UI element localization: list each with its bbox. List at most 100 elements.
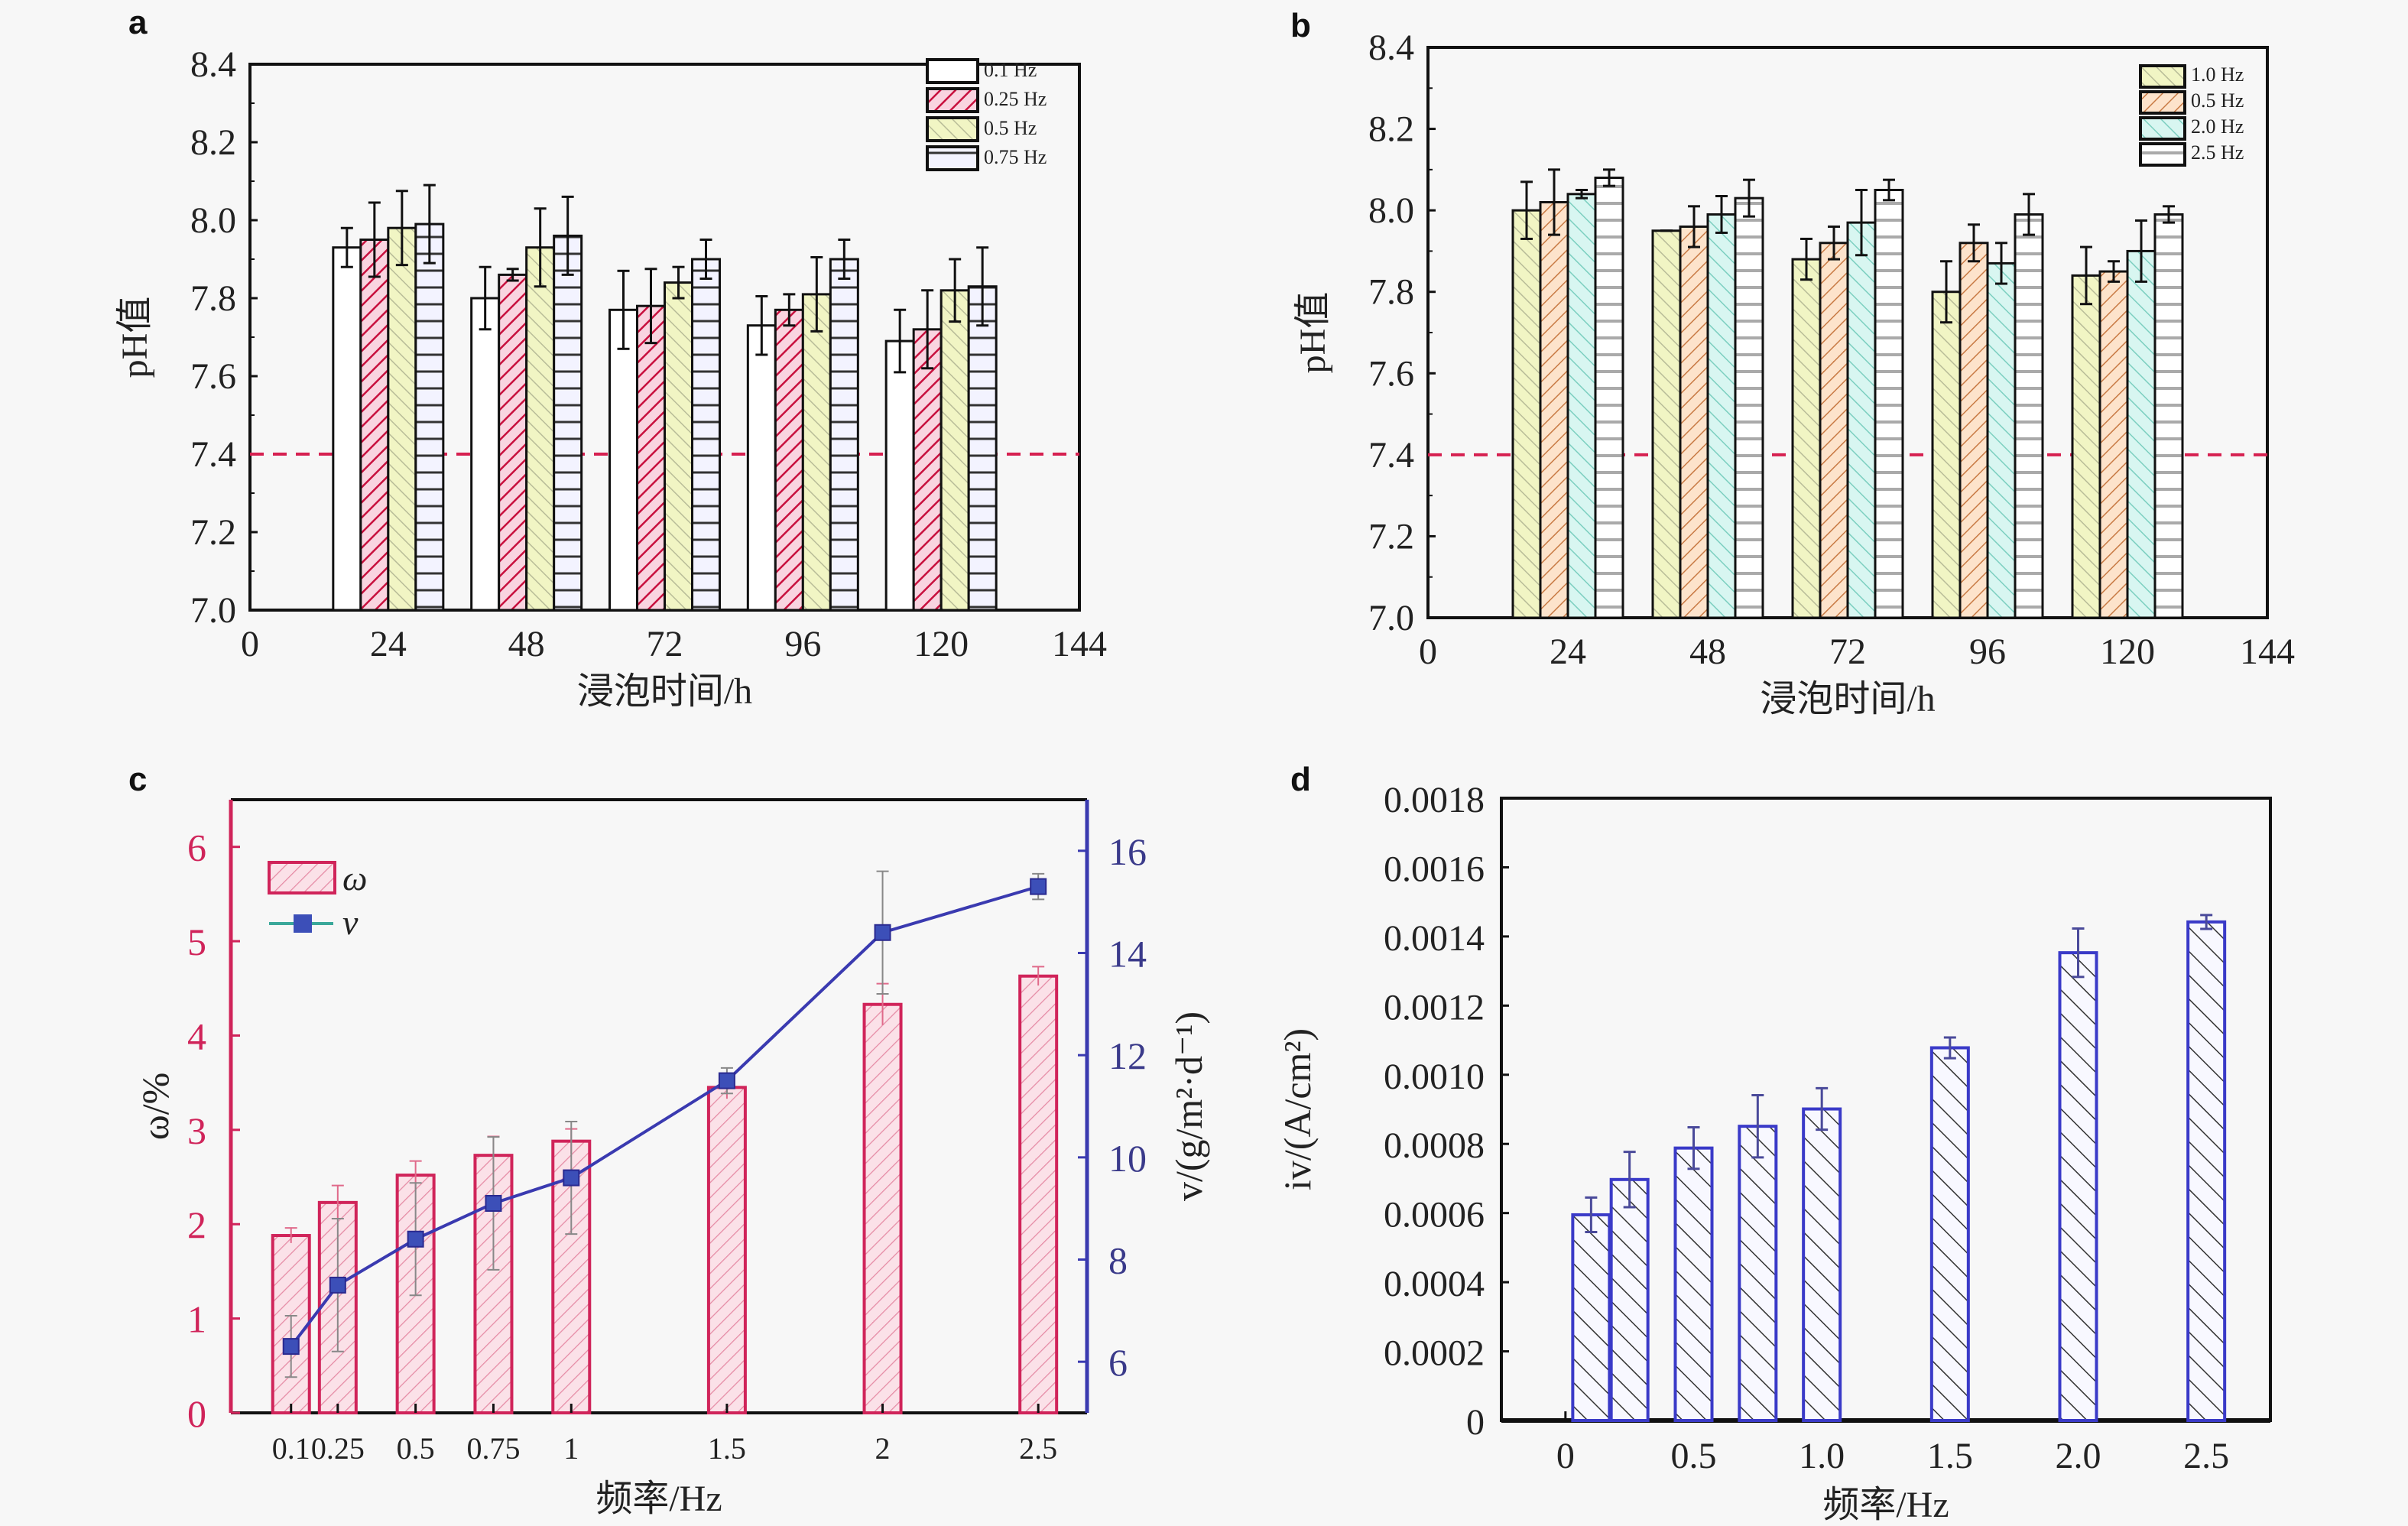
legend-label: 2.0 Hz bbox=[2191, 115, 2244, 138]
x-tick-label: 48 bbox=[1689, 632, 1726, 672]
x-tick-label: 0.5 bbox=[1671, 1436, 1717, 1476]
legend-swatch bbox=[2139, 90, 2186, 115]
legend-swatch bbox=[926, 58, 979, 84]
y-tick-label: 8.0 bbox=[190, 200, 236, 241]
x-tick-label: 2 bbox=[875, 1431, 891, 1466]
y-tick-label: 0.0012 bbox=[1384, 987, 1485, 1028]
y2-axis-title: v/(g/m²·d⁻¹) bbox=[1167, 1011, 1210, 1201]
marker-v-0.5 bbox=[407, 1230, 424, 1248]
x-tick-label: 144 bbox=[2240, 632, 2295, 672]
bar-2.0-hz-48h bbox=[1706, 213, 1737, 619]
y-tick-label: 4 bbox=[187, 1015, 206, 1057]
bar-0.25-hz-48h bbox=[498, 273, 528, 612]
line-v bbox=[290, 885, 1039, 1348]
x-tick-label: 1.0 bbox=[1799, 1436, 1845, 1476]
legend-swatch bbox=[2139, 142, 2186, 167]
panel-letter-a: a bbox=[128, 4, 148, 41]
y-tick-label: 0 bbox=[1466, 1402, 1485, 1443]
y-tick-label: 7.8 bbox=[1368, 272, 1414, 313]
legend-label: 0.5 Hz bbox=[2191, 89, 2244, 112]
bar-iv-0.5 bbox=[1673, 1146, 1714, 1423]
y-tick-label: 1 bbox=[187, 1298, 206, 1341]
bar-0.5-hz-72h bbox=[1819, 242, 1849, 619]
y-tick-label: 0.0010 bbox=[1384, 1057, 1485, 1097]
y-tick-label: 7.0 bbox=[1368, 598, 1414, 638]
bar-0.75-hz-24h bbox=[414, 222, 445, 612]
bar-iv-0.1 bbox=[1571, 1213, 1611, 1422]
marker-v-0.1 bbox=[282, 1338, 300, 1356]
bar-0.5-hz-96h bbox=[1959, 242, 1989, 619]
bar-2.5-hz-72h bbox=[1874, 189, 1904, 619]
x-tick-label: 1.5 bbox=[1927, 1436, 1973, 1476]
bar-omega-1.5 bbox=[706, 1086, 747, 1415]
y-tick-label: 3 bbox=[187, 1109, 206, 1152]
bar-0.5-hz-72h bbox=[664, 281, 693, 612]
bar-2.0-hz-96h bbox=[1986, 261, 2017, 619]
legend-swatch bbox=[926, 87, 979, 113]
y-tick-label: 8.0 bbox=[1368, 190, 1414, 231]
x-tick-label: 1.5 bbox=[708, 1431, 746, 1466]
y2-tick-label: 8 bbox=[1108, 1239, 1128, 1282]
y-tick-label: 8.2 bbox=[1368, 109, 1414, 150]
x-tick-label: 96 bbox=[784, 624, 821, 664]
bar-0.25-hz-120h bbox=[912, 328, 943, 612]
y-tick-label: 7.8 bbox=[190, 278, 236, 319]
legend-label: 0.75 Hz bbox=[984, 146, 1047, 168]
y-tick-label: 2 bbox=[187, 1203, 206, 1246]
x-tick-label: 0.25 bbox=[311, 1431, 365, 1466]
y-tick-label: 8.2 bbox=[190, 122, 236, 163]
bar-iv-0.25 bbox=[1609, 1177, 1650, 1423]
y-axis-title: pH值 bbox=[115, 297, 155, 378]
bar-0.5-hz-120h bbox=[2098, 270, 2129, 619]
bar-2.5-hz-48h bbox=[1734, 196, 1764, 619]
bar-0.1-hz-72h bbox=[608, 308, 638, 612]
legend-swatch bbox=[2139, 116, 2186, 141]
x-axis-title: 频率/Hz bbox=[596, 1479, 722, 1519]
panel-a-ph-chart: 7.0 7.2 7.4 7.6 7.8 8.0 8.2 8.4 0 24 48 72 96 120 144 浸… bbox=[115, 44, 1107, 712]
bar-0.5-hz-24h bbox=[1539, 200, 1569, 619]
marker-v-2.5 bbox=[1030, 878, 1047, 895]
y-tick-label: 7.4 bbox=[190, 434, 236, 475]
x-tick-label: 0.5 bbox=[397, 1431, 435, 1466]
x-tick-label: 24 bbox=[370, 624, 407, 664]
x-axis-title: 浸泡时间/h bbox=[1760, 679, 1935, 719]
y-tick-label: 7.4 bbox=[1368, 435, 1414, 476]
y2-tick-label: 10 bbox=[1108, 1137, 1147, 1180]
legend-label-v: v bbox=[342, 903, 359, 942]
bar-0.1-hz-24h bbox=[332, 246, 362, 612]
x-tick-label: 144 bbox=[1052, 624, 1107, 664]
y-tick-label: 7.2 bbox=[190, 512, 236, 553]
x-tick-label: 2.5 bbox=[1019, 1431, 1057, 1466]
y-tick-label: 8.4 bbox=[1368, 28, 1414, 68]
x-axis-title: 频率/Hz bbox=[1822, 1485, 1949, 1525]
bar-iv-1.5 bbox=[1929, 1046, 1970, 1422]
x-tick-label: 0 bbox=[241, 624, 259, 664]
y-axis-title: ω/% bbox=[134, 1073, 177, 1140]
bar-1.0-hz-24h bbox=[1511, 209, 1542, 619]
legend-label: 0.1 Hz bbox=[984, 59, 1037, 81]
y2-tick-label: 16 bbox=[1108, 830, 1147, 873]
legend-label: 0.25 Hz bbox=[984, 88, 1047, 110]
bar-1.0-hz-72h bbox=[1791, 258, 1822, 619]
legend-swatch bbox=[926, 145, 979, 171]
bar-0.5-hz-24h bbox=[387, 226, 417, 612]
bar-0.5-hz-120h bbox=[940, 289, 970, 612]
y-tick-label: 7.0 bbox=[190, 590, 236, 631]
legend-label: 1.0 Hz bbox=[2191, 63, 2244, 86]
x-tick-label: 0.75 bbox=[466, 1431, 520, 1466]
panel-d-current-density-chart: 0 0.0002 0.0004 0.0006 0.0008 0.0010 0.0012 0.0… bbox=[1276, 780, 2272, 1525]
bar-0.1-hz-48h bbox=[470, 297, 501, 612]
bar-1.0-hz-96h bbox=[1931, 291, 1962, 619]
bar-iv-0.75 bbox=[1738, 1125, 1778, 1423]
panel-letter-c: c bbox=[128, 761, 147, 798]
bar-0.1-hz-120h bbox=[884, 339, 915, 612]
x-tick-label: 96 bbox=[1969, 632, 2006, 672]
bar-omega-2 bbox=[862, 1002, 903, 1414]
bar-2.5-hz-120h bbox=[2153, 213, 2184, 619]
x-tick-label: 48 bbox=[508, 624, 545, 664]
bar-0.75-hz-48h bbox=[553, 234, 583, 612]
bar-0.75-hz-120h bbox=[967, 285, 998, 612]
legend-label: 0.5 Hz bbox=[984, 117, 1037, 139]
